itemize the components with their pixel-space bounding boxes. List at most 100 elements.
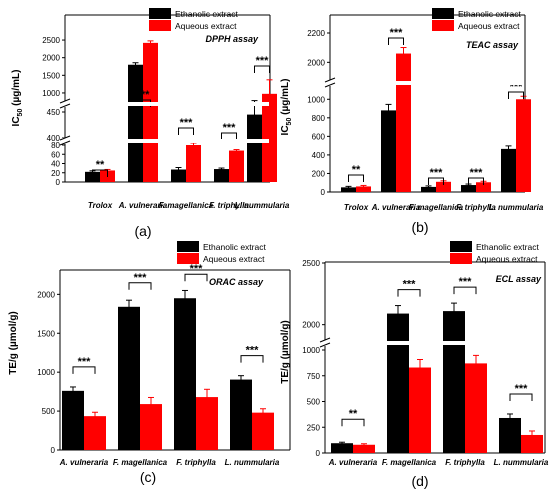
bar-aqueous [521,434,543,453]
y-tick-label: 60 [51,150,60,159]
legend-label-ethanolic: Ethanolic extract [458,9,521,19]
bar-ethanolic [247,114,262,182]
legend-label-aqueous: Aqueous extract [476,254,538,264]
x-tick-label: F. magellanica [113,458,168,467]
legend-swatch-aqueous [177,253,199,264]
y-tick-label: 800 [312,114,326,123]
chart-panel-c: 0 500 1000 1500 2000 TE/g (µmol/g) *** A. vulne… [8,241,291,485]
panel-label: (b) [411,219,428,235]
axis-break-gap [325,80,335,86]
legend-swatch-aqueous [450,253,472,264]
y-tick-label: 0 [56,178,61,187]
significance-bracket [128,282,152,290]
y-tick-label: 1500 [37,329,55,338]
y-tick-label: 2500 [302,259,320,268]
significance-marker: *** [390,27,404,39]
bar-aqueous [436,181,451,192]
bar-ethanolic [230,379,252,450]
bar-ethanolic [331,443,353,453]
y-tick-label: 1000 [307,95,325,104]
significance-bracket [388,37,404,45]
x-tick-label: F. triphylla [456,203,496,212]
significance-marker: ** [352,164,361,176]
x-tick-label: F. magellanica [382,458,437,467]
y-axis-label-main: IC [11,116,22,126]
y-tick-label: 2000 [307,58,325,67]
significance-marker: ** [96,159,105,171]
bar-aqueous [353,444,375,453]
bar-ethanolic [128,64,143,182]
significance-marker: *** [223,122,237,134]
x-tick-label: F. triphylla [445,458,485,467]
assay-title: ECL assay [496,274,542,284]
axis-break-slash [319,342,331,348]
bar-aqueous [516,99,531,192]
bar-aqueous [262,93,277,182]
significance-bracket [240,355,264,363]
bar-aqueous [186,145,201,182]
legend-label-ethanolic: Ethanolic extract [203,242,266,252]
y-tick-label: 1000 [302,346,320,355]
significance-marker: *** [515,383,529,395]
y-tick-label: 200 [312,169,326,178]
y-axis-label-rest: (µg/mL) [280,79,291,118]
axis-break-band [66,139,269,143]
y-tick-label: 20 [51,169,60,178]
x-tick-label: L. nummularia [489,203,544,212]
y-tick-label: 80 [51,141,60,150]
significance-bracket [72,366,96,374]
bar-aqueous [396,53,411,193]
x-tick-label: F. triphylla [176,458,216,467]
bar-ethanolic [381,110,396,192]
bar-ethanolic [118,306,140,450]
y-axis-label-main: IC [280,125,291,135]
bar-ethanolic [341,187,356,192]
significance-marker: ** [349,408,358,420]
y-tick-label: 2000 [37,290,55,299]
bar-aqueous [196,397,218,450]
y-tick-label: 750 [307,372,321,381]
x-tick-label: A. vulneraria [59,458,109,467]
legend-swatch-ethanolic [149,8,171,19]
legend-label-ethanolic: Ethanolic extract [476,242,539,252]
bar-ethanolic [501,148,516,192]
bar-aqueous [84,416,106,450]
significance-bracket [453,286,477,295]
axis-break-slash [59,140,71,146]
y-tick-label: 0 [316,449,321,458]
assay-title: TEAC assay [466,40,519,50]
significance-bracket [397,289,421,297]
significance-bracket [92,169,108,177]
legend-swatch-ethanolic [450,241,472,252]
y-tick-label: 400 [47,134,61,143]
y-tick-label: 2000 [302,321,320,330]
bar-ethanolic [171,169,186,182]
y-axis-label-sub: 50 [286,118,293,126]
panel-label: (a) [134,223,151,239]
significance-marker: *** [180,117,194,129]
significance-marker: *** [403,279,417,291]
significance-marker: *** [78,356,92,368]
significance-bracket [468,177,484,185]
chart-panel-d: 0 250 500 750 1000 2000 2500 TE/g (µmol/g) ** A. … [280,241,549,489]
axis-break-band [331,81,524,85]
axis-break-slash [59,103,71,109]
significance-bracket [428,177,444,185]
legend-swatch-aqueous [149,20,171,31]
y-tick-label: 1000 [42,89,60,98]
axis-break-slash [319,337,331,343]
y-tick-label: 250 [307,423,321,432]
significance-bracket [341,418,365,427]
y-axis-label: IC50 (µg/mL) [280,79,293,136]
x-tick-label: L. nummularia [235,201,290,210]
significance-marker: *** [430,167,444,179]
bar-ethanolic [387,313,409,453]
axis-break-slash [324,77,336,83]
bar-ethanolic [461,185,476,192]
bar-aqueous [229,150,244,182]
legend-swatch-ethanolic [177,241,199,252]
significance-bracket [184,273,208,282]
x-tick-label: A. vulneraria [118,201,168,210]
